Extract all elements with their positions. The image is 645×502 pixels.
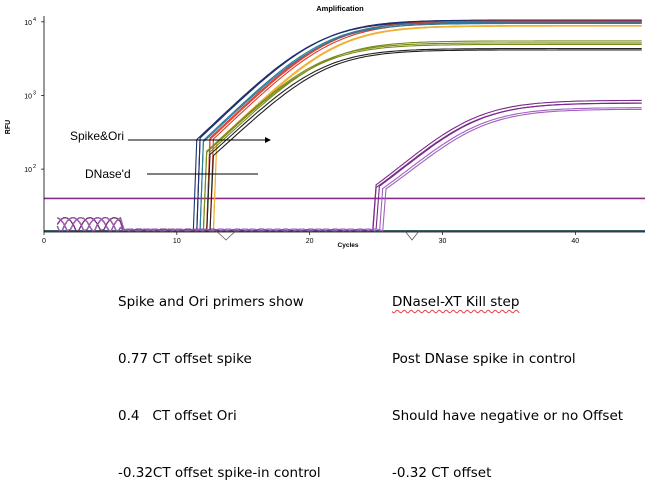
amplification-curve bbox=[56, 24, 642, 232]
right-note-line: Should have negative or no Offset bbox=[392, 408, 624, 424]
amplification-curve bbox=[56, 47, 642, 232]
arrowhead-icon bbox=[265, 137, 271, 143]
amplification-curve bbox=[56, 22, 642, 232]
annotations: Spike&Ori DNase'd bbox=[70, 129, 421, 241]
y-tick-exponent: 2 bbox=[33, 164, 36, 170]
right-note-line: Post DNase spike in control bbox=[392, 351, 576, 367]
amplification-curve bbox=[56, 107, 642, 232]
y-axis-label: RFU bbox=[5, 120, 12, 134]
x-tick-label: 30 bbox=[439, 238, 447, 245]
x-tick-label: 0 bbox=[42, 238, 46, 245]
amplification-curve bbox=[57, 108, 642, 232]
amplification-curve bbox=[57, 25, 642, 232]
plot-area bbox=[44, 19, 645, 232]
x-tick-label: 40 bbox=[571, 238, 579, 245]
left-note: Spike and Ori primers show 0.77 CT offse… bbox=[118, 255, 321, 502]
right-note: DNaseI-XT Kill step Post DNase spike in … bbox=[392, 255, 623, 502]
y-tick-label: 10 bbox=[24, 93, 32, 100]
annotation-spike-ori: Spike&Ori bbox=[70, 129, 124, 143]
x-tick-label: 20 bbox=[306, 238, 314, 245]
amplification-curve bbox=[56, 42, 642, 232]
amplification-curve bbox=[56, 40, 642, 232]
y-tick-label: 10 bbox=[24, 167, 32, 174]
amplification-curve bbox=[57, 43, 642, 232]
y-tick-exponent: 3 bbox=[33, 90, 36, 96]
amplification-curve bbox=[57, 22, 642, 232]
left-note-line: -0.32CT offset spike-in control bbox=[118, 465, 321, 481]
right-note-title: DNaseI-XT Kill step bbox=[392, 294, 520, 310]
chart-title: Amplification bbox=[316, 4, 364, 13]
y-tick-exponent: 4 bbox=[33, 17, 36, 23]
right-note-line: -0.32 CT offset bbox=[392, 465, 492, 481]
amplification-curve bbox=[57, 20, 642, 232]
amplification-curve bbox=[57, 49, 642, 232]
brace-icon bbox=[214, 229, 238, 241]
x-axis-label: Cycles bbox=[338, 242, 359, 249]
brace-icon bbox=[403, 229, 421, 241]
amplification-curve bbox=[56, 99, 642, 232]
amplification-curve bbox=[57, 102, 642, 232]
left-note-line: 0.77 CT offset spike bbox=[118, 351, 252, 367]
amplification-curve bbox=[56, 102, 642, 232]
left-note-title: Spike and Ori primers show bbox=[118, 294, 304, 310]
y-tick-label: 10 bbox=[24, 20, 32, 27]
annotation-dnased: DNase'd bbox=[85, 167, 131, 181]
x-tick-label: 10 bbox=[173, 238, 181, 245]
left-note-line: 0.4 CT offset Ori bbox=[118, 408, 237, 424]
